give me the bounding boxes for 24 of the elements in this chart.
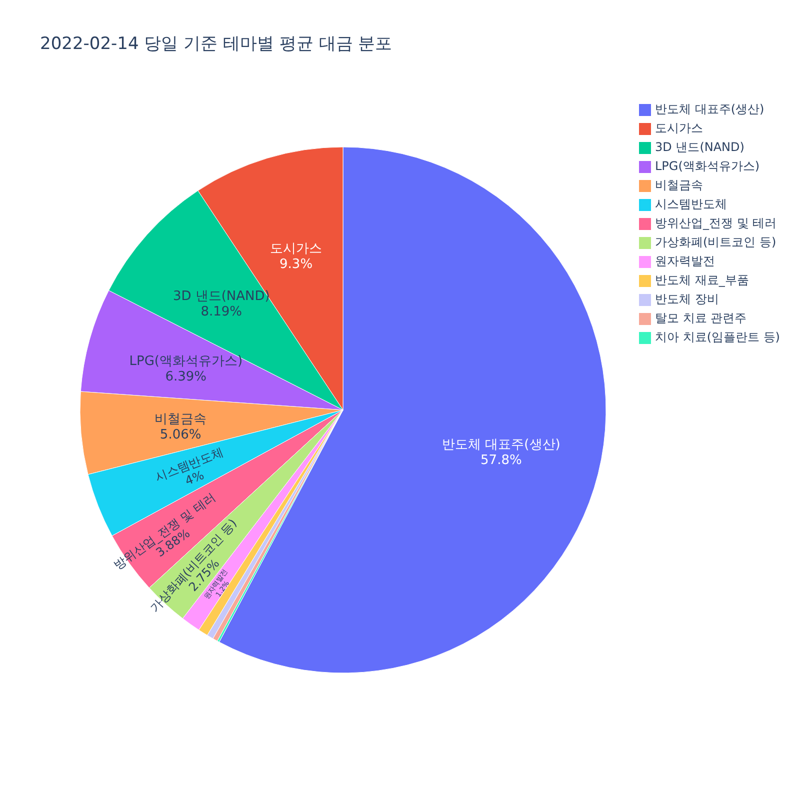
slice-label: 반도체 대표주(생산) — [442, 437, 560, 452]
legend-label: 방위산업_전쟁 및 테러 — [655, 216, 777, 230]
legend-label: 비철금속 — [655, 178, 703, 192]
data-label: 8.19% — [200, 304, 242, 320]
slice-label: 도시가스 — [270, 242, 322, 257]
legend-label: 반도체 대표주(생산) — [655, 102, 764, 116]
legend-label: 반도체 재료_부품 — [655, 273, 749, 287]
legend-label: 도시가스 — [655, 121, 703, 135]
legend-label: LPG(액화석유가스) — [655, 159, 760, 173]
data-label: 9.3% — [280, 257, 313, 272]
legend-label: 가상화폐(비트코인 등) — [655, 235, 776, 249]
data-label: 57.8% — [480, 452, 522, 468]
data-label: 6.39% — [165, 370, 207, 385]
legend-label: 원자력발전 — [655, 254, 715, 268]
legend-label: 탈모 치료 관련주 — [655, 311, 747, 325]
slice-label: 비철금속 — [154, 412, 207, 428]
legend-label: 시스템반도체 — [655, 197, 727, 211]
chart-title: 2022-02-14 당일 기준 테마별 평균 대금 분포 — [40, 33, 392, 55]
slice-label: 3D 낸드(NAND) — [172, 289, 270, 304]
data-label: 5.06% — [160, 428, 202, 443]
slice-label: LPG(액화석유가스) — [129, 354, 243, 370]
legend-label: 반도체 장비 — [655, 292, 719, 306]
legend-label: 3D 낸드(NAND) — [655, 140, 744, 154]
legend-label: 치아 치료(임플란트 등) — [655, 330, 780, 344]
